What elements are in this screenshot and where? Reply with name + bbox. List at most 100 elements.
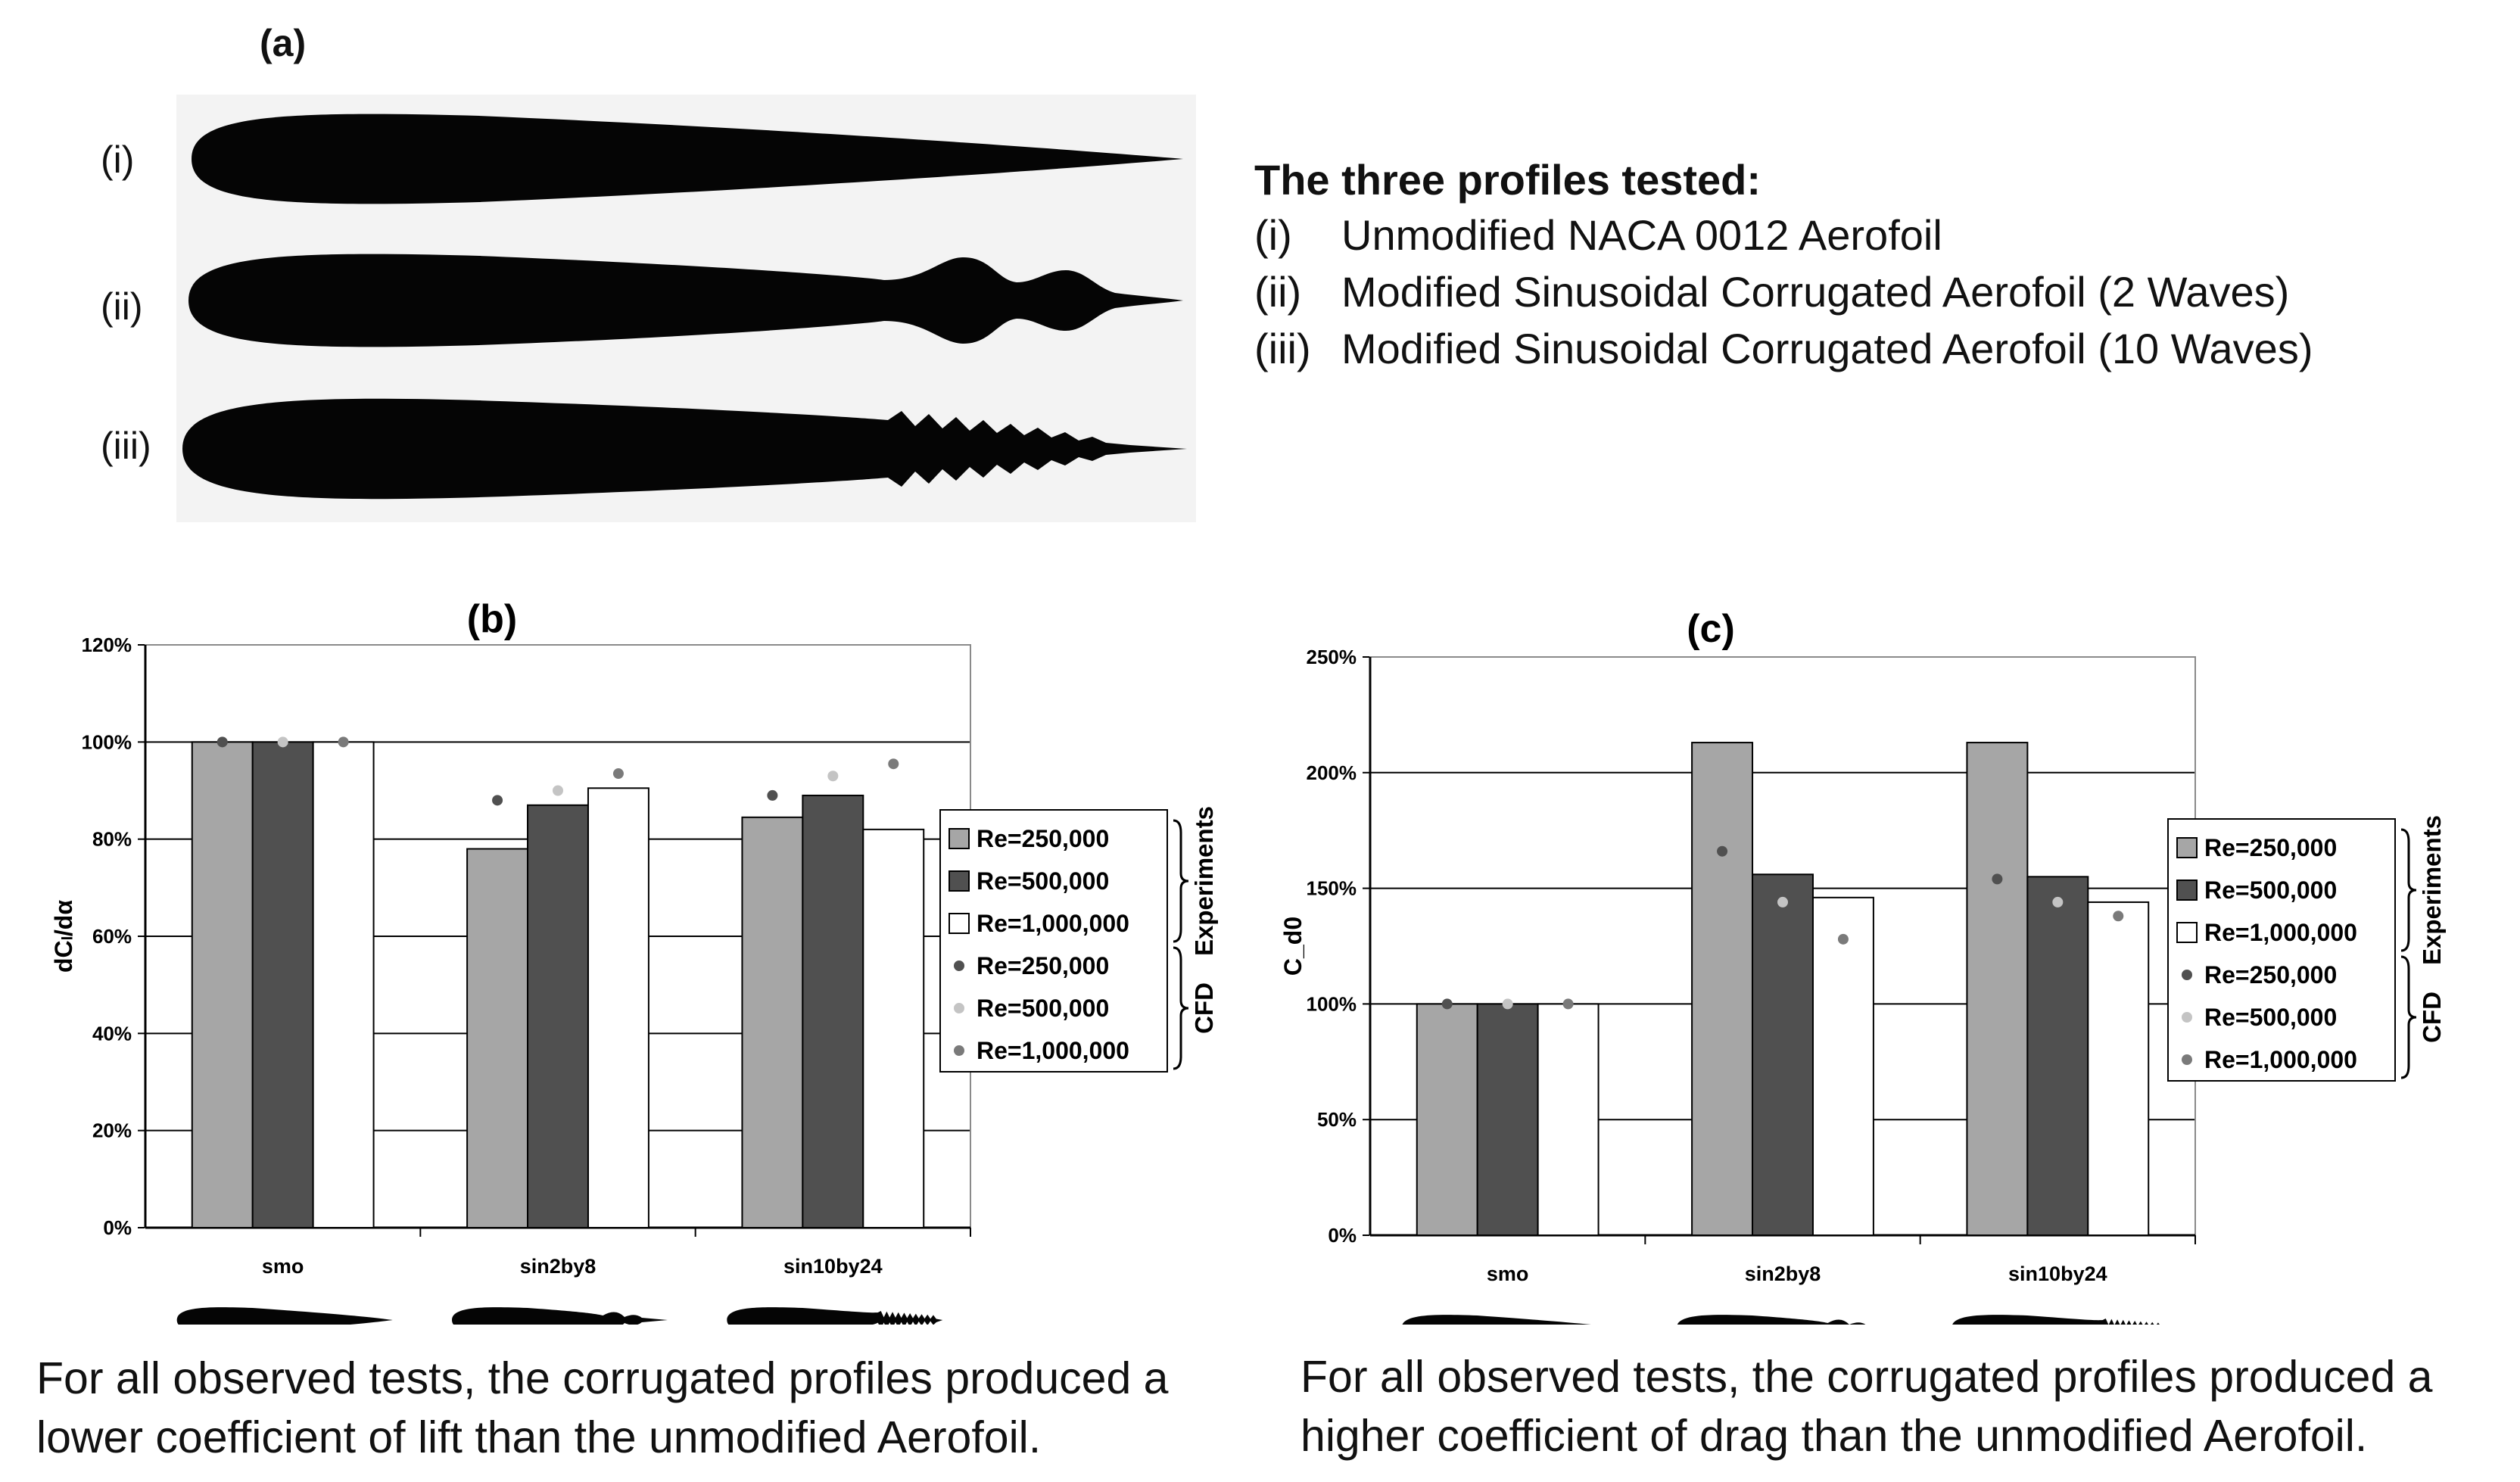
y-axis-label: C_d0 [1279, 917, 1307, 976]
chart-title: (b) [467, 597, 517, 641]
panel-a-label: (a) [260, 22, 307, 64]
cfd-point-sin10by24-1 [827, 771, 839, 782]
caption-c: For all observed tests, the corrugated p… [1300, 1352, 2433, 1461]
x-tick-label: sin10by24 [2008, 1263, 2107, 1285]
legend-label: Re=500,000 [2204, 876, 2337, 904]
legend-marker [954, 960, 964, 971]
y-tick-label: 40% [92, 1022, 132, 1045]
legend-label: Re=500,000 [2204, 1004, 2337, 1031]
category-aerofoil-2 [1952, 1315, 2160, 1325]
legend-swatch [949, 870, 970, 892]
legend-swatch [2176, 837, 2198, 858]
bar-sin10by24-0 [1966, 742, 2029, 1236]
bar-smo-2 [1537, 1003, 1600, 1237]
aerofoil-profile-ii [188, 254, 1183, 347]
cfd-point-smo-1 [277, 736, 288, 748]
bar-smo-2 [312, 741, 375, 1229]
cfd-point-sin10by24-2 [2113, 911, 2124, 922]
cfd-point-sin2by8-1 [553, 785, 563, 796]
legend-marker [2182, 1054, 2192, 1065]
chart-title: (c) [1687, 607, 1735, 651]
legend-label: Re=1,000,000 [977, 1037, 1129, 1064]
description-text: Modified Sinusoidal Corrugated Aerofoil … [1341, 325, 2313, 372]
legend-group-label: CFD [2418, 992, 2446, 1043]
y-tick-label: 150% [1307, 877, 1357, 900]
category-aerofoil-1 [452, 1307, 668, 1325]
y-tick-label: 250% [1307, 646, 1357, 668]
cfd-point-sin10by24-2 [888, 758, 899, 770]
cfd-point-sin2by8-0 [492, 795, 503, 806]
legend-label: Re=500,000 [977, 867, 1109, 895]
cfd-point-smo-0 [216, 736, 228, 748]
cfd-point-sin2by8-2 [612, 768, 624, 780]
legend-swatch [949, 828, 970, 849]
legend-brace [2400, 828, 2417, 952]
legend-brace [2400, 955, 2417, 1079]
aerofoil-profiles [182, 114, 1187, 500]
bar-sin10by24-2 [2087, 901, 2150, 1236]
legend-box [939, 809, 1168, 1073]
y-tick-label: 80% [92, 828, 132, 851]
legend-label: Re=500,000 [977, 995, 1109, 1022]
aerofoil-image-panel [176, 95, 1196, 522]
legend-swatch [2176, 922, 2198, 943]
legend-label: Re=1,000,000 [2204, 1046, 2357, 1073]
bar-sin2by8-0 [1691, 742, 1754, 1236]
legend-label: Re=250,000 [977, 952, 1109, 979]
cfd-point-smo-0 [1441, 998, 1453, 1010]
y-tick-label: 50% [1317, 1108, 1357, 1131]
bar-sin2by8-0 [466, 848, 529, 1228]
cfd-point-smo-2 [338, 736, 349, 748]
bar-smo-1 [251, 741, 314, 1229]
legend-group-label: Experiments [1190, 806, 1218, 956]
aerofoil-profile-iii [182, 398, 1187, 500]
profile-label-iii: (iii) [101, 425, 151, 467]
bar-sin2by8-2 [1811, 896, 1874, 1236]
profile-label-i: (i) [101, 139, 135, 181]
cfd-point-smo-1 [1502, 998, 1513, 1010]
legend-swatch [2176, 880, 2198, 901]
bar-sin10by24-1 [2026, 876, 2089, 1236]
legend-label: Re=250,000 [2204, 961, 2337, 989]
legend-marker [954, 1045, 964, 1056]
description-row-iii: (iii) Modified Sinusoidal Corrugated Aer… [1254, 324, 2313, 373]
description-text: Modified Sinusoidal Corrugated Aerofoil … [1341, 268, 2290, 316]
y-tick-label: 200% [1307, 761, 1357, 784]
legend-marker [954, 1003, 964, 1013]
y-tick-label: 0% [1328, 1224, 1357, 1247]
chart-b: (b) 0% 20% 40% 60% 80% 100% 120% dCₗ/dα smo sin2by… [50, 597, 1218, 1325]
bar-smo-0 [191, 741, 254, 1229]
legend-group-label: Experiments [2418, 815, 2446, 965]
cfd-point-sin2by8-0 [1717, 845, 1728, 857]
y-axis-label: dCₗ/dα [50, 900, 77, 973]
legend-label: Re=1,000,000 [2204, 919, 2357, 946]
legend-swatch [949, 913, 970, 934]
cfd-point-sin2by8-1 [1777, 896, 1788, 908]
descriptions-title: The three profiles tested: [1254, 156, 1762, 204]
bar-smo-1 [1476, 1003, 1539, 1237]
category-aerofoil-1 [1677, 1315, 1866, 1325]
bar-smo-0 [1416, 1003, 1478, 1237]
profile-label-ii: (ii) [101, 285, 143, 328]
y-tick-label: 20% [92, 1119, 132, 1142]
legend-label: Re=250,000 [2204, 834, 2337, 861]
legend-group-label: CFD [1190, 982, 1218, 1034]
x-tick-label: smo [1487, 1263, 1529, 1285]
bar-sin10by24-2 [862, 828, 925, 1229]
description-num: (ii) [1254, 268, 1302, 316]
x-tick-label: sin2by8 [520, 1255, 597, 1278]
legend-marker [2182, 970, 2192, 980]
y-tick-label: 0% [103, 1216, 132, 1239]
bar-sin10by24-1 [802, 794, 864, 1228]
category-aerofoil-2 [727, 1307, 943, 1325]
caption-b: For all observed tests, the corrugated p… [36, 1353, 1169, 1462]
legend-box [2167, 818, 2396, 1082]
cfd-point-sin10by24-1 [2052, 896, 2064, 908]
description-num: (iii) [1254, 325, 1311, 372]
cfd-point-smo-2 [1562, 998, 1574, 1010]
bar-sin2by8-2 [587, 787, 649, 1228]
legend-label: Re=250,000 [977, 825, 1109, 852]
x-tick-label: smo [262, 1255, 304, 1278]
legend-marker [2182, 1012, 2192, 1023]
